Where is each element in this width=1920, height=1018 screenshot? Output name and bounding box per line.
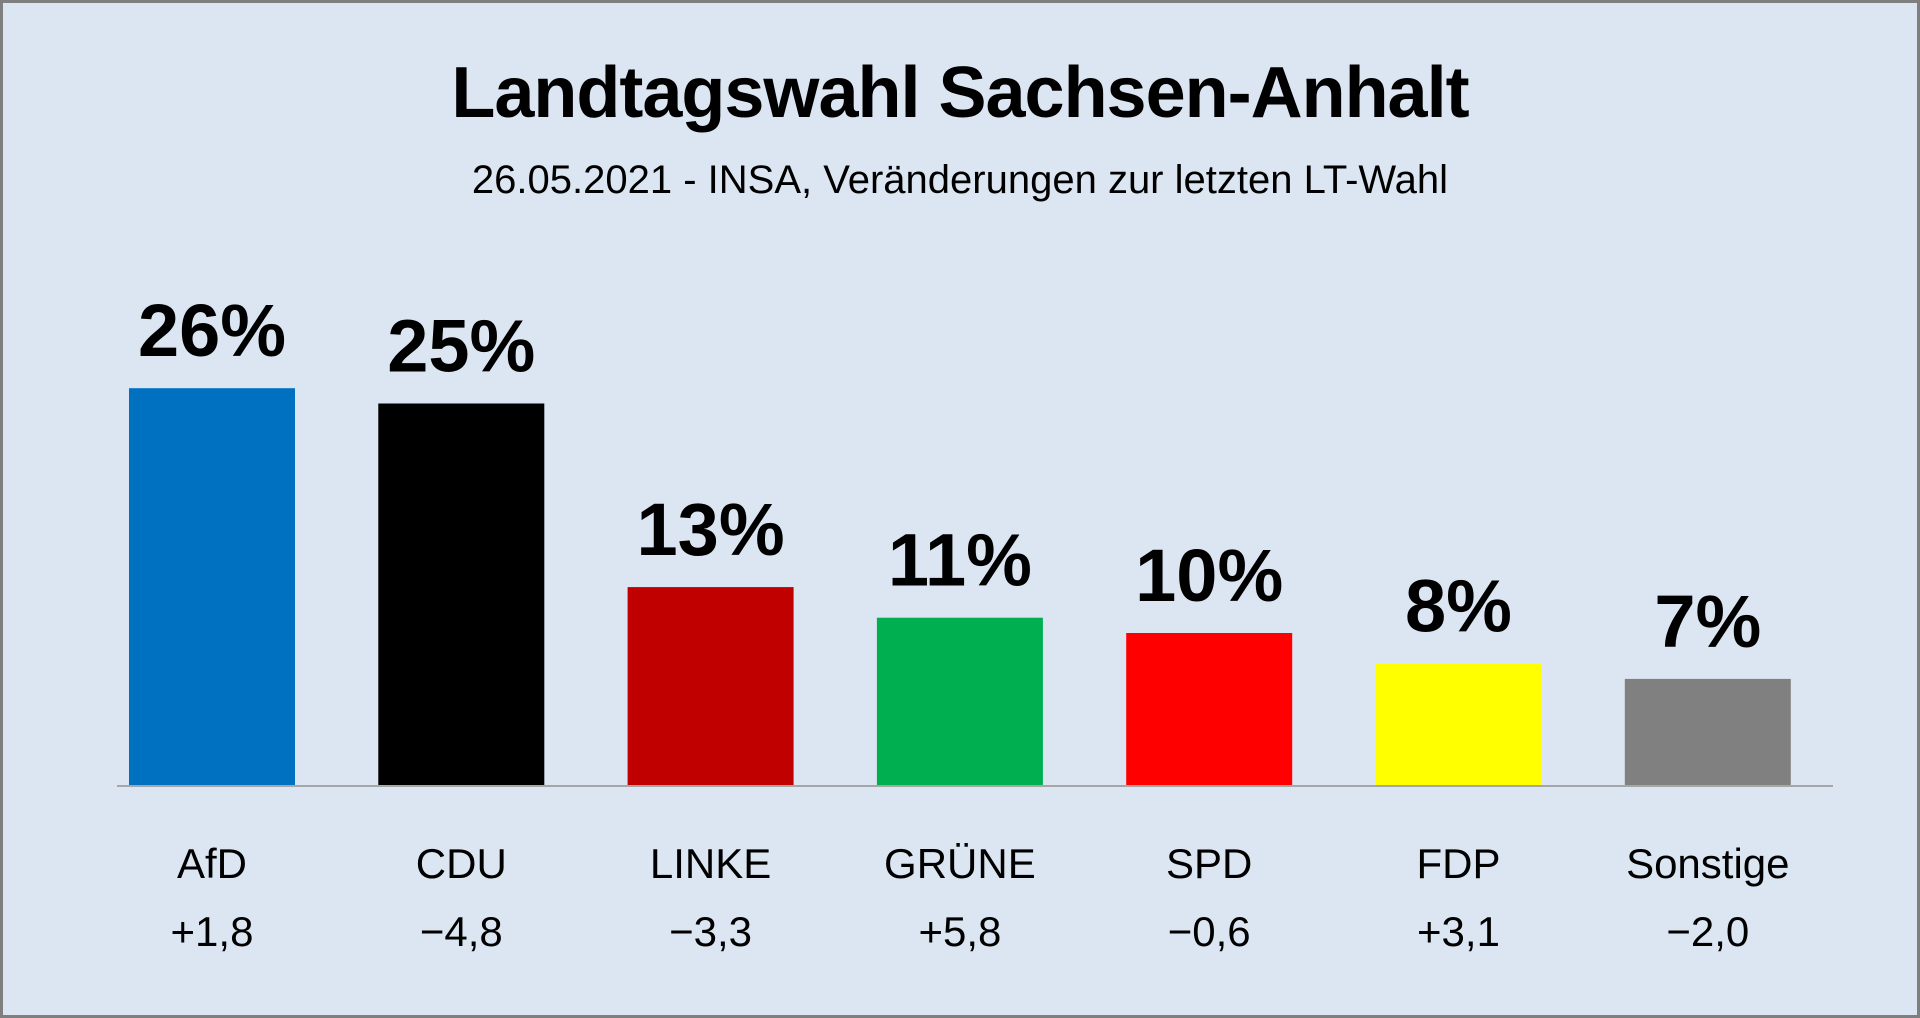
chart-subtitle: 26.05.2021 - INSA, Veränderungen zur let… [471,158,1449,202]
bar-linke [627,587,794,786]
value-label: 11% [888,519,1032,602]
bar-spd [1126,633,1293,786]
category-label: SPD [1166,840,1252,887]
value-label: 25% [387,305,535,388]
change-label: −2,0 [1666,908,1749,955]
category-label: GRÜNE [884,840,1036,887]
value-label: 13% [637,488,785,571]
bar-sonstige [1624,678,1791,786]
category-label: Sonstige [1626,840,1789,887]
change-label: −0,6 [1168,908,1251,955]
value-label: 26% [138,289,286,372]
change-label: +5,8 [918,908,1001,955]
bar-cdu [378,403,545,786]
value-label: 7% [1654,580,1761,663]
change-label: +1,8 [171,908,254,955]
value-label: 10% [1135,534,1283,617]
category-label: LINKE [650,840,771,887]
change-label: +3,1 [1417,908,1500,955]
category-label: FDP [1417,840,1501,887]
bar-afd [129,388,295,786]
bar-grüne [876,617,1043,786]
category-label: CDU [416,840,507,887]
chart-title: Landtagswahl Sachsen-Anhalt [451,53,1469,133]
change-label: −3,3 [669,908,752,955]
change-label: −4,8 [420,908,503,955]
bar-fdp [1375,663,1542,786]
value-label: 8% [1405,565,1512,648]
category-label: AfD [177,840,247,887]
